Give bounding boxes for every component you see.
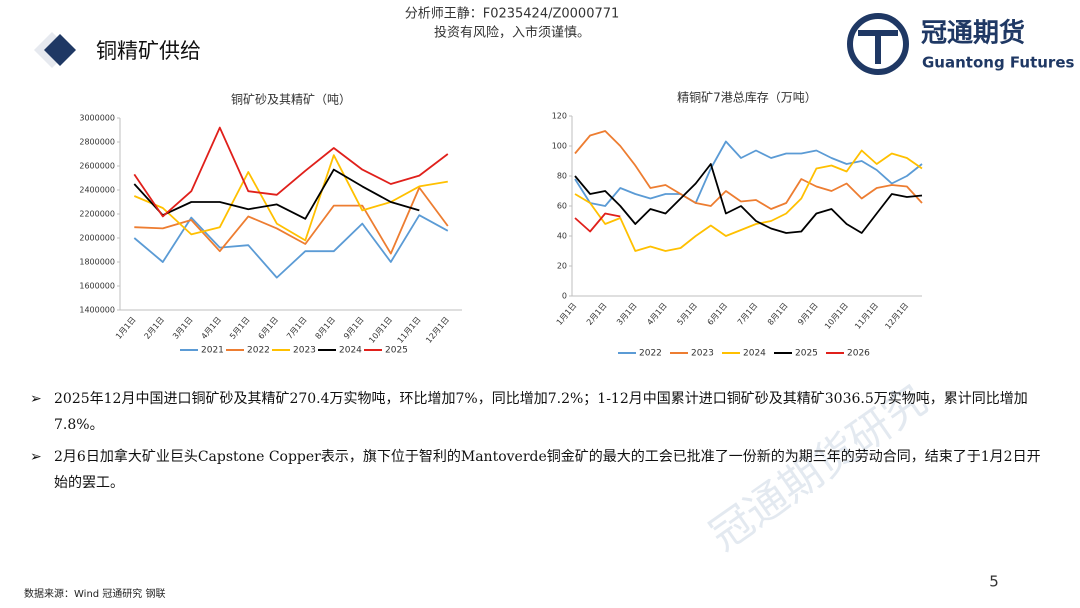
y-tick-label: 1800000: [79, 258, 115, 267]
legend-label: 2022: [247, 346, 270, 356]
bullets: 2025年12月中国进口铜矿砂及其精矿270.4万实物吨，环比增加7%，同比增加…: [30, 386, 1050, 502]
series-line: [133, 214, 449, 279]
legend-label: 2021: [201, 346, 224, 356]
series-line: [574, 212, 621, 233]
x-tick-label: 10月1日: [823, 301, 850, 331]
x-tick-label: 1月1日: [114, 315, 138, 341]
x-tick-label: 11月1日: [853, 301, 880, 331]
y-tick-label: 3000000: [79, 114, 115, 123]
logo-ring: [847, 13, 909, 75]
legend-label: 2025: [795, 349, 818, 359]
legend-label: 2024: [743, 349, 766, 359]
series-line: [574, 149, 923, 252]
x-tick-label: 3月1日: [171, 315, 195, 341]
x-tick-label: 10月1日: [367, 315, 394, 345]
x-tick-label: 6月1日: [256, 315, 280, 341]
x-tick-label: 3月1日: [615, 301, 639, 327]
chart-title: 铜矿砂及其精矿（吨）: [231, 92, 351, 107]
series-line: [574, 163, 923, 234]
series-line: [133, 154, 448, 242]
x-tick-label: 6月1日: [706, 301, 730, 327]
y-tick-label: 1400000: [79, 306, 115, 315]
legend-label: 2023: [691, 349, 714, 359]
x-tick-label: 8月1日: [313, 315, 337, 341]
series-line: [134, 186, 449, 255]
x-tick-label: 8月1日: [766, 301, 790, 327]
logo-bar: [858, 30, 898, 36]
x-tick-label: 12月1日: [883, 301, 910, 331]
legend-label: 2026: [847, 349, 870, 359]
x-tick-label: 7月1日: [736, 301, 760, 327]
legend-label: 2022: [639, 349, 662, 359]
y-tick-label: 2000000: [79, 234, 115, 243]
y-tick-label: 2600000: [79, 162, 115, 171]
analyst: 分析师王静：F0235424/Z0000771: [405, 7, 620, 22]
y-tick-label: 1600000: [79, 282, 115, 291]
x-tick-label: 2月1日: [142, 315, 166, 341]
x-tick-label: 5月1日: [228, 315, 252, 341]
y-tick-label: 120: [552, 112, 567, 121]
series-line: [133, 126, 449, 218]
x-tick-label: 1月1日: [555, 301, 579, 327]
x-tick-label: 12月1日: [424, 315, 451, 345]
x-tick-label: 4月1日: [645, 301, 669, 327]
bullet: 2025年12月中国进口铜矿砂及其精矿270.4万实物吨，环比增加7%，同比增加…: [30, 386, 1050, 438]
y-tick-label: 2400000: [79, 186, 115, 195]
legend-label: 2023: [293, 346, 316, 356]
x-tick-label: 7月1日: [285, 315, 309, 341]
x-tick-label: 9月1日: [342, 315, 366, 341]
x-tick-label: 2月1日: [585, 301, 609, 327]
logo-cn: 冠通期货: [921, 18, 1025, 49]
series-line: [574, 130, 923, 210]
y-tick-label: 20: [557, 262, 567, 271]
y-tick-label: 0: [562, 292, 567, 301]
y-tick-label: 2200000: [79, 210, 115, 219]
legend-label: 2025: [385, 346, 408, 356]
bullet: 2月6日加拿大矿业巨头Capstone Copper表示，旗下位于智利的Mant…: [30, 444, 1050, 496]
series-line: [574, 140, 923, 207]
risk-note: 投资有风险，入市须谨慎。: [434, 25, 590, 41]
x-tick-label: 4月1日: [199, 315, 223, 341]
diamond: [44, 34, 76, 66]
x-tick-label: 11月1日: [396, 315, 423, 345]
y-tick-label: 60: [557, 202, 567, 211]
section-title: 铜精矿供给: [96, 39, 201, 63]
page-number: 5: [989, 573, 999, 591]
logo-stem: [875, 36, 881, 64]
legend-label: 2024: [339, 346, 362, 356]
chart-title: 精铜矿7港总库存（万吨）: [677, 90, 817, 105]
source: 数据来源：Wind 冠通研究 钢联: [24, 587, 166, 600]
y-tick-label: 80: [557, 172, 567, 181]
x-tick-label: 9月1日: [796, 301, 820, 327]
x-tick-label: 5月1日: [675, 301, 699, 327]
y-tick-label: 100: [552, 142, 567, 151]
y-tick-label: 40: [557, 232, 567, 241]
series-line: [133, 168, 420, 220]
y-tick-label: 2800000: [79, 138, 115, 147]
logo-en: Guantong Futures: [922, 54, 1075, 72]
